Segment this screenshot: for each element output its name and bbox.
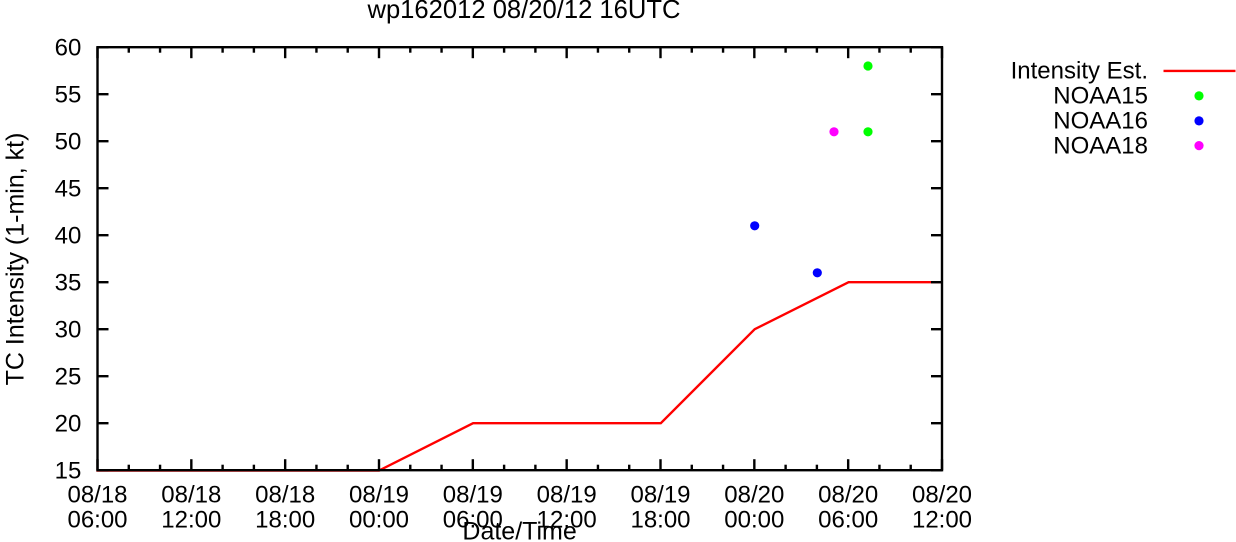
svg-text:18:00: 18:00 xyxy=(630,506,690,533)
svg-text:08/18: 08/18 xyxy=(255,482,315,509)
svg-text:15: 15 xyxy=(55,458,82,485)
svg-text:08/20: 08/20 xyxy=(818,482,878,509)
svg-text:40: 40 xyxy=(55,223,82,250)
svg-text:20: 20 xyxy=(55,411,82,438)
svg-text:06:00: 06:00 xyxy=(67,506,127,533)
svg-text:08/19: 08/19 xyxy=(443,482,503,509)
svg-text:25: 25 xyxy=(55,364,82,391)
svg-text:60: 60 xyxy=(55,35,82,62)
svg-text:08/19: 08/19 xyxy=(630,482,690,509)
svg-text:NOAA18: NOAA18 xyxy=(1053,132,1148,159)
svg-text:12:00: 12:00 xyxy=(537,506,597,533)
svg-text:08/20: 08/20 xyxy=(912,482,972,509)
svg-text:wp162012 08/20/12 16UTC: wp162012 08/20/12 16UTC xyxy=(366,0,680,24)
svg-text:08/19: 08/19 xyxy=(537,482,597,509)
svg-text:12:00: 12:00 xyxy=(912,506,972,533)
svg-text:Intensity Est.: Intensity Est. xyxy=(1011,58,1148,85)
svg-text:18:00: 18:00 xyxy=(255,506,315,533)
svg-text:08/20: 08/20 xyxy=(724,482,784,509)
svg-text:12:00: 12:00 xyxy=(161,506,221,533)
svg-text:Date/Time: Date/Time xyxy=(462,518,576,542)
svg-text:06:00: 06:00 xyxy=(443,506,503,533)
svg-text:08/19: 08/19 xyxy=(349,482,409,509)
svg-text:TC Intensity (1-min, kt): TC Intensity (1-min, kt) xyxy=(2,133,30,386)
svg-text:06:00: 06:00 xyxy=(818,506,878,533)
svg-text:35: 35 xyxy=(55,270,82,297)
svg-text:45: 45 xyxy=(55,176,82,203)
svg-text:30: 30 xyxy=(55,317,82,344)
svg-text:08/18: 08/18 xyxy=(67,482,127,509)
svg-text:NOAA15: NOAA15 xyxy=(1053,83,1148,110)
svg-text:08/18: 08/18 xyxy=(161,482,221,509)
svg-text:00:00: 00:00 xyxy=(349,506,409,533)
svg-text:NOAA16: NOAA16 xyxy=(1053,108,1148,135)
svg-text:55: 55 xyxy=(55,82,82,109)
svg-text:00:00: 00:00 xyxy=(724,506,784,533)
svg-text:50: 50 xyxy=(55,129,82,156)
